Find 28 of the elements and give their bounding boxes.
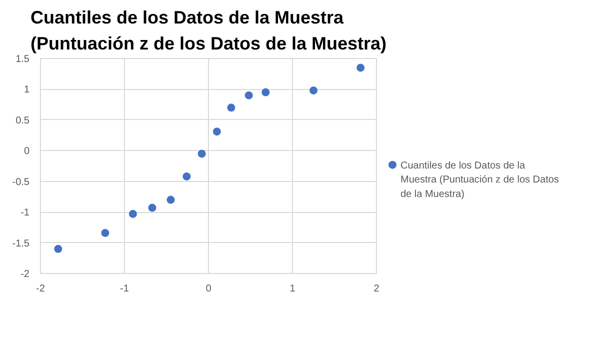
y-tick-label: 1 <box>24 84 30 96</box>
x-tick-label: 0 <box>206 284 212 294</box>
point <box>198 150 206 158</box>
x-tick-label: 2 <box>374 284 380 294</box>
y-tick-label: 1.5 <box>16 54 30 65</box>
point <box>166 196 175 204</box>
point <box>356 64 365 72</box>
y-tick-label: -2 <box>20 269 30 280</box>
x-tick-label: -2 <box>36 284 46 294</box>
point <box>54 244 62 253</box>
y-tick-label: -1.5 <box>12 238 30 250</box>
point <box>244 91 253 100</box>
chart-title: Cuantiles de los Datos de la Muestra (Puntuación z de los Datos de la Muestra) <box>30 8 387 54</box>
y-tick-label: -0.5 <box>12 176 30 188</box>
point <box>310 86 318 94</box>
y-tick-label: 0 <box>24 146 30 158</box>
point <box>148 204 156 212</box>
legend-label: Cuantiles de los Datos de la Muestra (Puntuación z de los Datos de la Muestra) <box>400 160 559 200</box>
point <box>212 128 221 136</box>
point <box>128 210 137 218</box>
y-tick-label: 0.5 <box>16 115 30 126</box>
y-tick-label: -1 <box>20 208 30 219</box>
x-tick-label: 1 <box>290 284 296 294</box>
point <box>262 88 270 96</box>
x-tick-label: -1 <box>120 284 130 294</box>
point <box>227 104 236 112</box>
point <box>182 172 191 180</box>
point <box>101 228 110 237</box>
